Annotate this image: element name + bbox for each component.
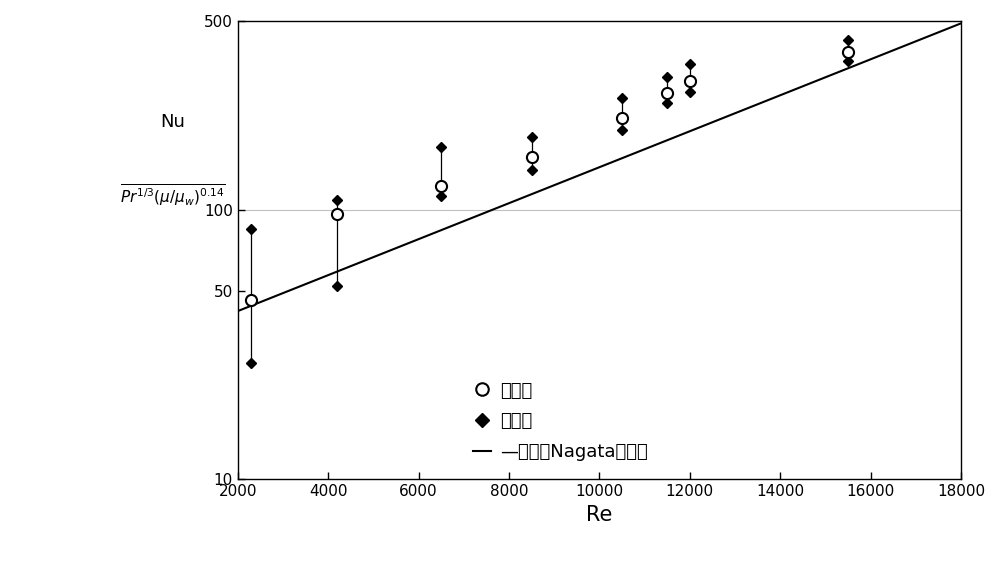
Legend: 测量値, 上下限, —修正的Nagata关联式: 测量値, 上下限, —修正的Nagata关联式 bbox=[473, 382, 648, 461]
X-axis label: Re: Re bbox=[586, 504, 613, 525]
Text: Nu: Nu bbox=[160, 113, 185, 131]
Text: $\overline{Pr^{1/3}(\mu/\mu_w)^{0.14}}$: $\overline{Pr^{1/3}(\mu/\mu_w)^{0.14}}$ bbox=[120, 182, 226, 208]
